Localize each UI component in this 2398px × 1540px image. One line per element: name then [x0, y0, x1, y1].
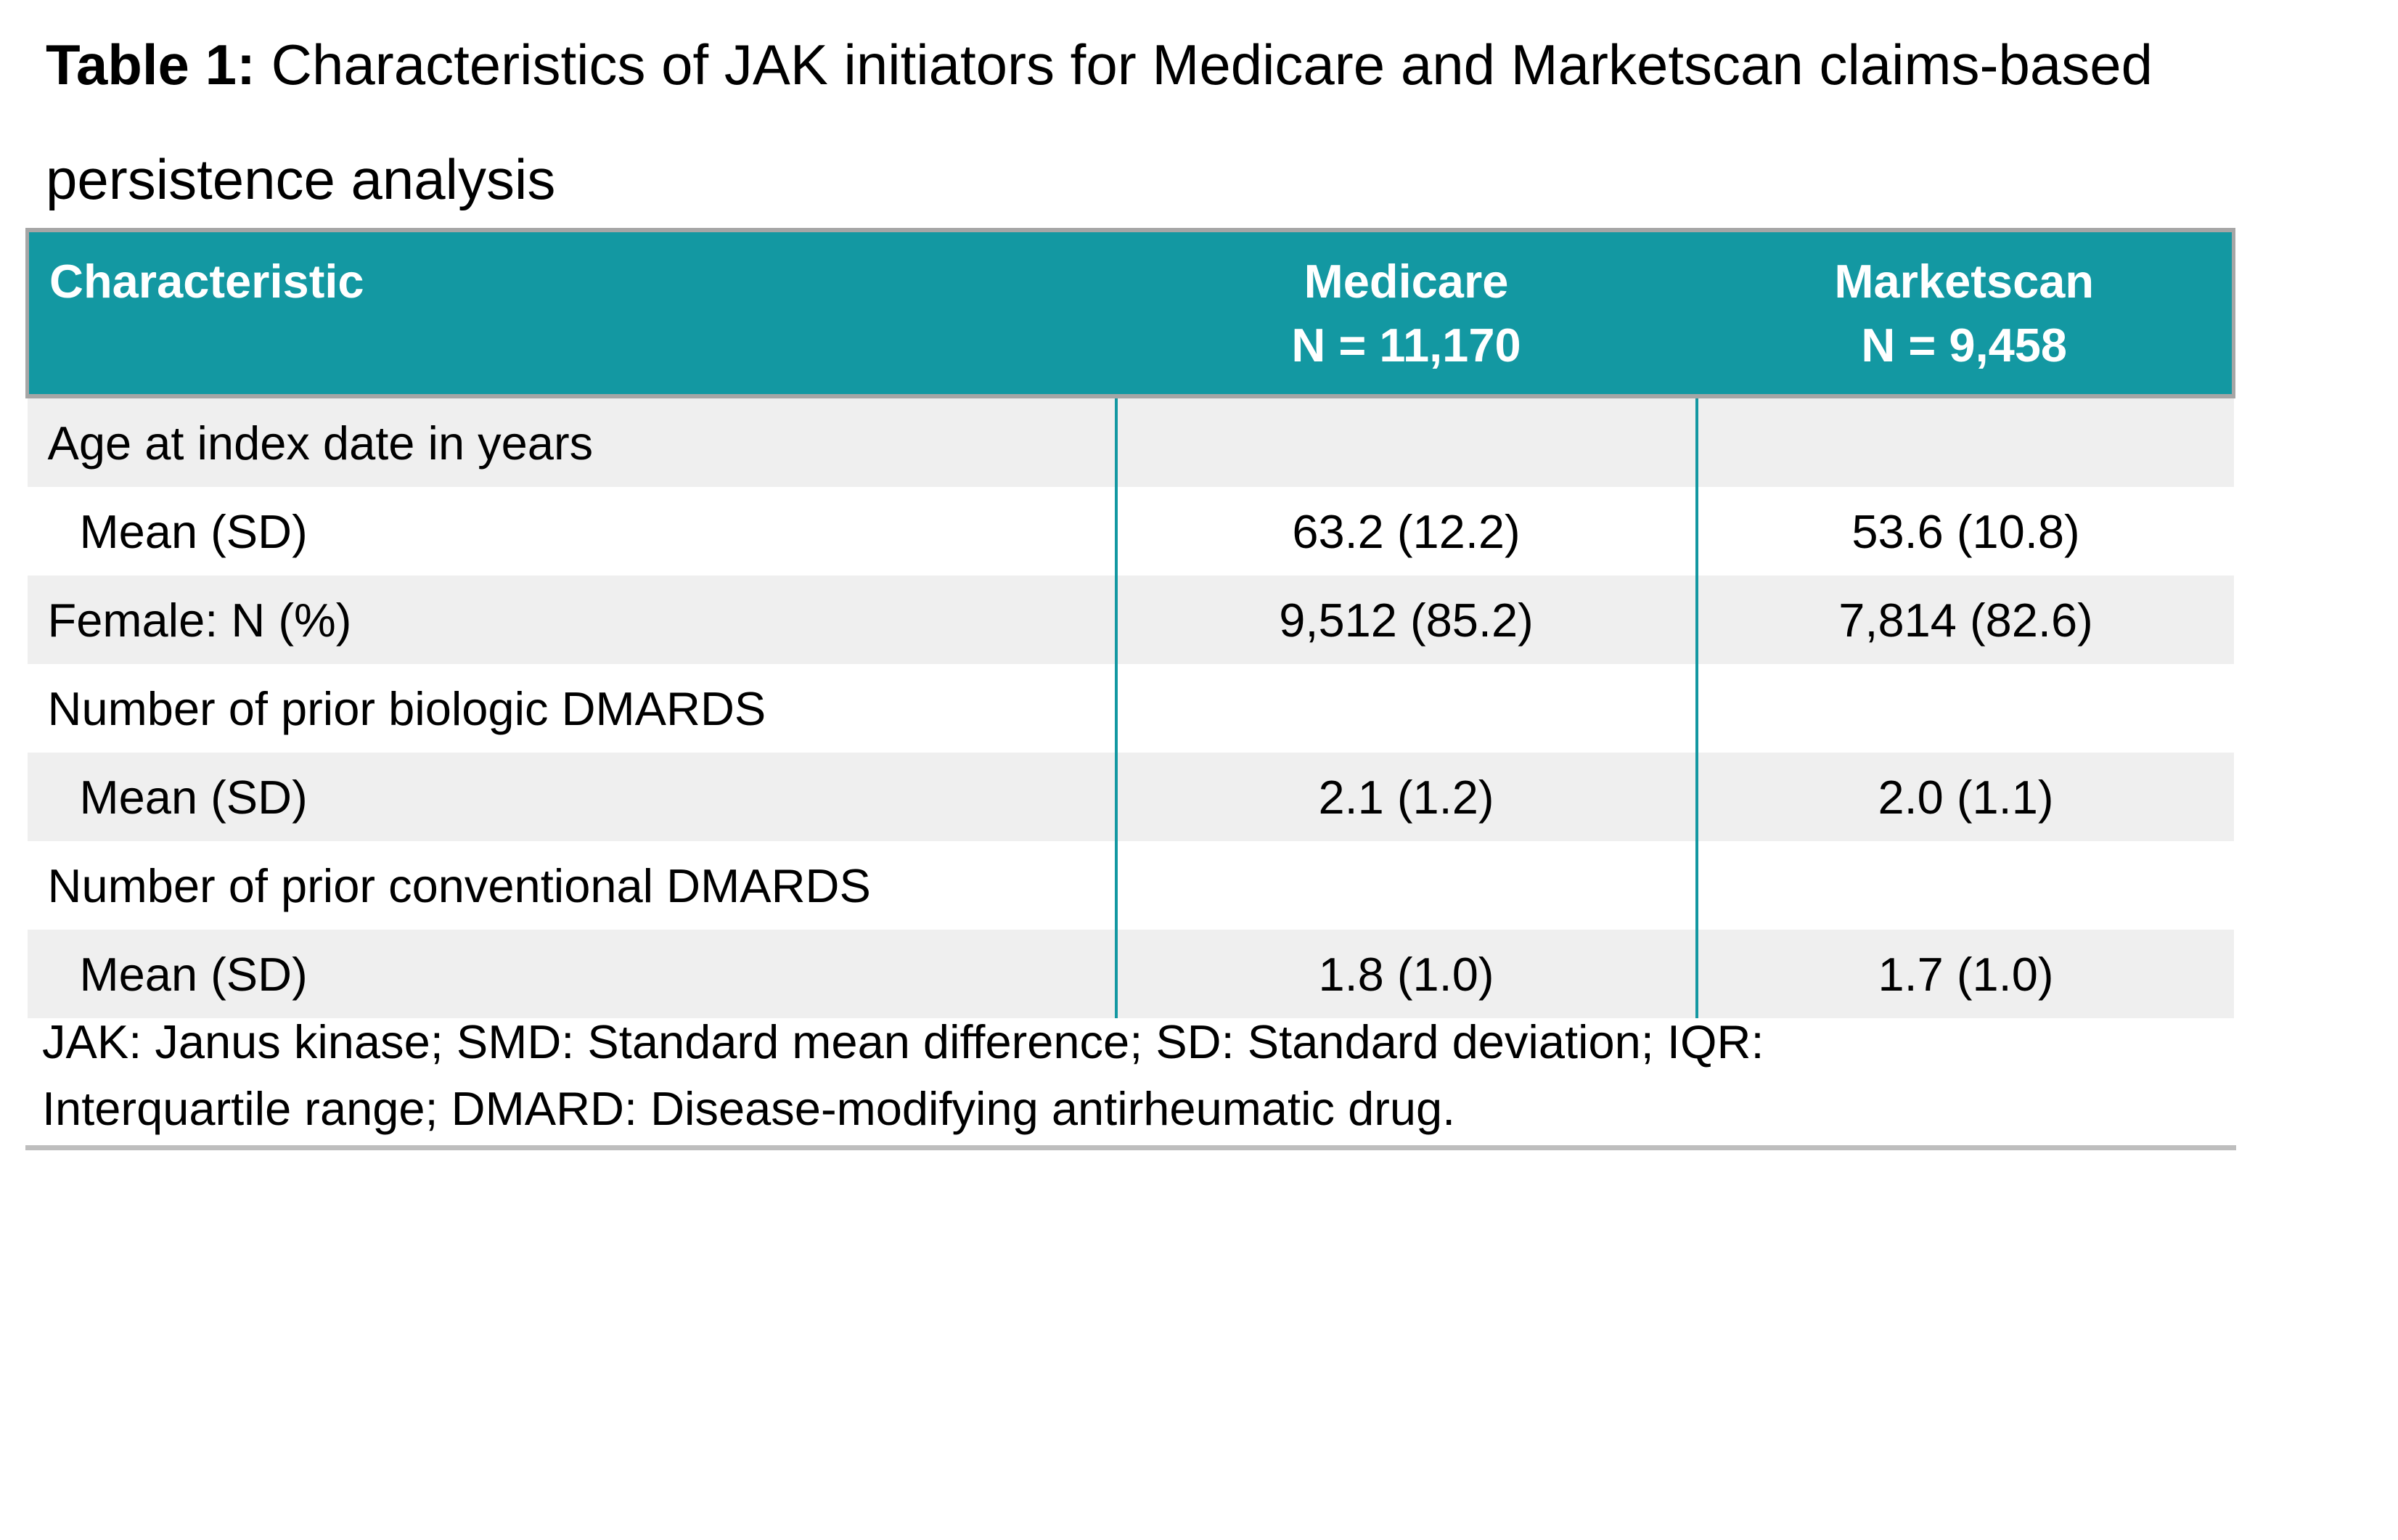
marketscan-value: 7,814 (82.6)	[1695, 576, 2234, 664]
header-medicare-n: N = 11,170	[1291, 319, 1521, 372]
header-marketscan-name: Marketscan	[1834, 255, 2095, 308]
footnote-line: Interquartile range; DMARD: Disease-modi…	[42, 1082, 1456, 1135]
medicare-value: 1.8 (1.0)	[1114, 930, 1697, 1018]
table-row: Age at index date in years	[27, 396, 2234, 487]
bottom-divider	[25, 1145, 2236, 1150]
medicare-value	[1114, 841, 1697, 930]
marketscan-value: 2.0 (1.1)	[1695, 753, 2234, 841]
row-label: Mean (SD)	[27, 487, 1116, 576]
characteristics-table: Characteristic Medicare N = 11,170 Marke…	[25, 228, 2235, 1018]
header-marketscan-n: N = 9,458	[1861, 319, 2068, 372]
marketscan-value	[1695, 841, 2234, 930]
header-marketscan: Marketscan N = 9,458	[1696, 228, 2235, 398]
row-label: Mean (SD)	[27, 753, 1116, 841]
table-row: Number of prior biologic DMARDS	[27, 664, 2234, 753]
marketscan-value	[1695, 664, 2234, 753]
medicare-value	[1114, 396, 1697, 487]
table-row: Number of prior conventional DMARDS	[27, 841, 2234, 930]
marketscan-value	[1695, 396, 2234, 487]
table-row: Mean (SD) 2.1 (1.2) 2.0 (1.1)	[27, 753, 2234, 841]
medicare-value: 9,512 (85.2)	[1114, 576, 1697, 664]
row-label: Age at index date in years	[27, 396, 1116, 487]
header-medicare-name: Medicare	[1304, 255, 1509, 308]
table-header-row: Characteristic Medicare N = 11,170 Marke…	[25, 228, 2235, 398]
abbreviations-footnote: JAK: Janus kinase; SMD: Standard mean di…	[42, 1009, 2219, 1142]
table-row: Female: N (%) 9,512 (85.2) 7,814 (82.6)	[27, 576, 2234, 664]
header-characteristic: Characteristic	[25, 228, 1116, 398]
row-label: Mean (SD)	[27, 930, 1116, 1018]
table-row: Mean (SD) 63.2 (12.2) 53.6 (10.8)	[27, 487, 2234, 576]
marketscan-value: 53.6 (10.8)	[1695, 487, 2234, 576]
table-title-label: Table 1:	[46, 33, 255, 97]
medicare-value: 2.1 (1.2)	[1114, 753, 1697, 841]
medicare-value: 63.2 (12.2)	[1114, 487, 1697, 576]
table-row: Mean (SD) 1.8 (1.0) 1.7 (1.0)	[27, 930, 2234, 1018]
row-label: Number of prior conventional DMARDS	[27, 841, 1116, 930]
marketscan-value: 1.7 (1.0)	[1695, 930, 2234, 1018]
footnote-line: JAK: Janus kinase; SMD: Standard mean di…	[42, 1015, 1764, 1068]
header-medicare: Medicare N = 11,170	[1116, 228, 1697, 398]
table-title-text: Characteristics of JAK initiators for Me…	[46, 33, 2153, 211]
medicare-value	[1114, 664, 1697, 753]
table-title: Table 1: Characteristics of JAK initiato…	[46, 7, 2339, 237]
row-label: Female: N (%)	[27, 576, 1116, 664]
row-label: Number of prior biologic DMARDS	[27, 664, 1116, 753]
